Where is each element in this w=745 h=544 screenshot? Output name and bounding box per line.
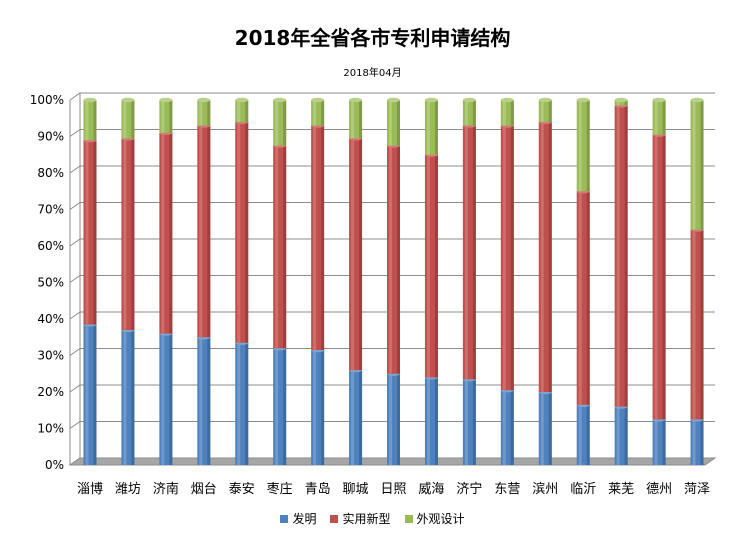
x-tick-label: 青岛 bbox=[305, 481, 331, 497]
bar-segment bbox=[538, 389, 552, 465]
y-tick-label: 80% bbox=[37, 166, 64, 180]
bar-segment bbox=[500, 123, 514, 391]
x-tick-label: 威海 bbox=[418, 482, 444, 497]
bar-segment bbox=[159, 130, 173, 334]
y-tick-label: 90% bbox=[37, 130, 64, 144]
bar-segment bbox=[349, 97, 363, 139]
x-tick-label: 滨州 bbox=[532, 481, 558, 497]
y-tick-label: 60% bbox=[37, 239, 64, 253]
bar-segment bbox=[538, 97, 552, 122]
bar-segment bbox=[652, 97, 666, 135]
x-tick-label: 淄博 bbox=[77, 482, 103, 497]
legend-swatch-design bbox=[404, 514, 413, 523]
bar-segment bbox=[235, 97, 249, 122]
bar-segment bbox=[614, 97, 628, 106]
bar-segment bbox=[424, 97, 438, 155]
bar-segment bbox=[538, 119, 552, 393]
legend-label-utility-model: 实用新型 bbox=[342, 512, 391, 526]
x-tick-label: 济南 bbox=[153, 481, 179, 497]
legend-label-design: 外观设计 bbox=[416, 512, 465, 526]
chart-subtitle: 2018年04月 bbox=[343, 68, 402, 79]
y-tick-label: 30% bbox=[37, 349, 64, 363]
bar-segment bbox=[576, 402, 590, 465]
x-tick-label: 日照 bbox=[380, 482, 406, 497]
bar-segment bbox=[83, 137, 97, 325]
bar-segment bbox=[235, 340, 249, 465]
legend-item-utility-model: 实用新型 bbox=[330, 510, 391, 527]
bar-segment bbox=[387, 97, 400, 146]
bar-segment bbox=[576, 189, 590, 405]
bar-segment bbox=[273, 97, 287, 146]
legend-swatch-utility-model bbox=[330, 514, 339, 523]
bar-segment bbox=[349, 136, 363, 371]
bar-segment bbox=[121, 97, 135, 139]
bar-segment bbox=[311, 123, 325, 351]
legend: 发明 实用新型 外观设计 bbox=[0, 510, 745, 527]
y-tick-label: 20% bbox=[37, 385, 64, 399]
x-tick-label: 潍坊 bbox=[115, 482, 141, 497]
bar-segment bbox=[462, 377, 476, 465]
x-tick-label: 聊城 bbox=[343, 482, 369, 497]
bar-segment bbox=[83, 97, 97, 141]
x-tick-label: 济宁 bbox=[456, 481, 482, 497]
bar-segment bbox=[197, 123, 211, 338]
bar-segment bbox=[235, 119, 249, 343]
bar-segment bbox=[159, 97, 173, 133]
y-tick-label: 50% bbox=[37, 276, 64, 290]
y-tick-label: 0% bbox=[45, 458, 64, 472]
y-tick-label: 40% bbox=[37, 312, 64, 326]
bar-segment bbox=[349, 367, 363, 465]
bar-segment bbox=[83, 322, 97, 465]
bar-segment bbox=[462, 123, 476, 380]
bar-segment bbox=[311, 97, 325, 126]
x-tick-label: 泰安 bbox=[229, 482, 255, 497]
bar-segment bbox=[690, 227, 704, 420]
bar-segment bbox=[652, 417, 666, 465]
legend-item-invention: 发明 bbox=[280, 510, 316, 527]
legend-item-design: 外观设计 bbox=[404, 510, 465, 527]
bar-segment bbox=[159, 331, 173, 465]
x-tick-label: 临沂 bbox=[570, 482, 596, 497]
bar-segment bbox=[273, 143, 287, 349]
y-tick-label: 70% bbox=[37, 203, 64, 217]
y-tick-label: 10% bbox=[37, 422, 64, 436]
bar-segment bbox=[197, 97, 211, 126]
x-tick-label: 德州 bbox=[646, 482, 672, 497]
x-tick-label: 烟台 bbox=[191, 482, 217, 497]
bar-segment bbox=[273, 346, 287, 465]
legend-label-invention: 发明 bbox=[292, 512, 317, 526]
bar-segment bbox=[500, 387, 514, 465]
chart-title: 2018年全省各市专利申请结构 bbox=[234, 26, 511, 50]
bar-segment bbox=[424, 375, 438, 465]
bar-segment bbox=[387, 371, 400, 465]
bar-segment bbox=[576, 97, 590, 192]
bar-segment bbox=[121, 136, 135, 330]
bar-segment bbox=[614, 404, 628, 465]
bar-segment bbox=[652, 132, 666, 420]
bar-segment bbox=[614, 103, 628, 407]
x-tick-label: 菏泽 bbox=[684, 482, 710, 497]
bar-segment bbox=[424, 152, 438, 378]
bar-segment bbox=[500, 97, 514, 126]
bar-segment bbox=[462, 97, 476, 126]
bar-segment bbox=[311, 347, 325, 465]
legend-swatch-invention bbox=[280, 514, 289, 523]
x-tick-label: 东营 bbox=[494, 482, 520, 497]
bar-segment bbox=[690, 97, 704, 230]
x-tick-label: 枣庄 bbox=[267, 481, 293, 497]
bar-segment bbox=[387, 143, 400, 374]
x-tick-label: 莱芜 bbox=[608, 482, 634, 497]
bar-segment bbox=[690, 417, 704, 465]
y-tick-label: 100% bbox=[30, 93, 64, 107]
bar-segment bbox=[121, 327, 135, 465]
bar-segment bbox=[197, 335, 211, 465]
